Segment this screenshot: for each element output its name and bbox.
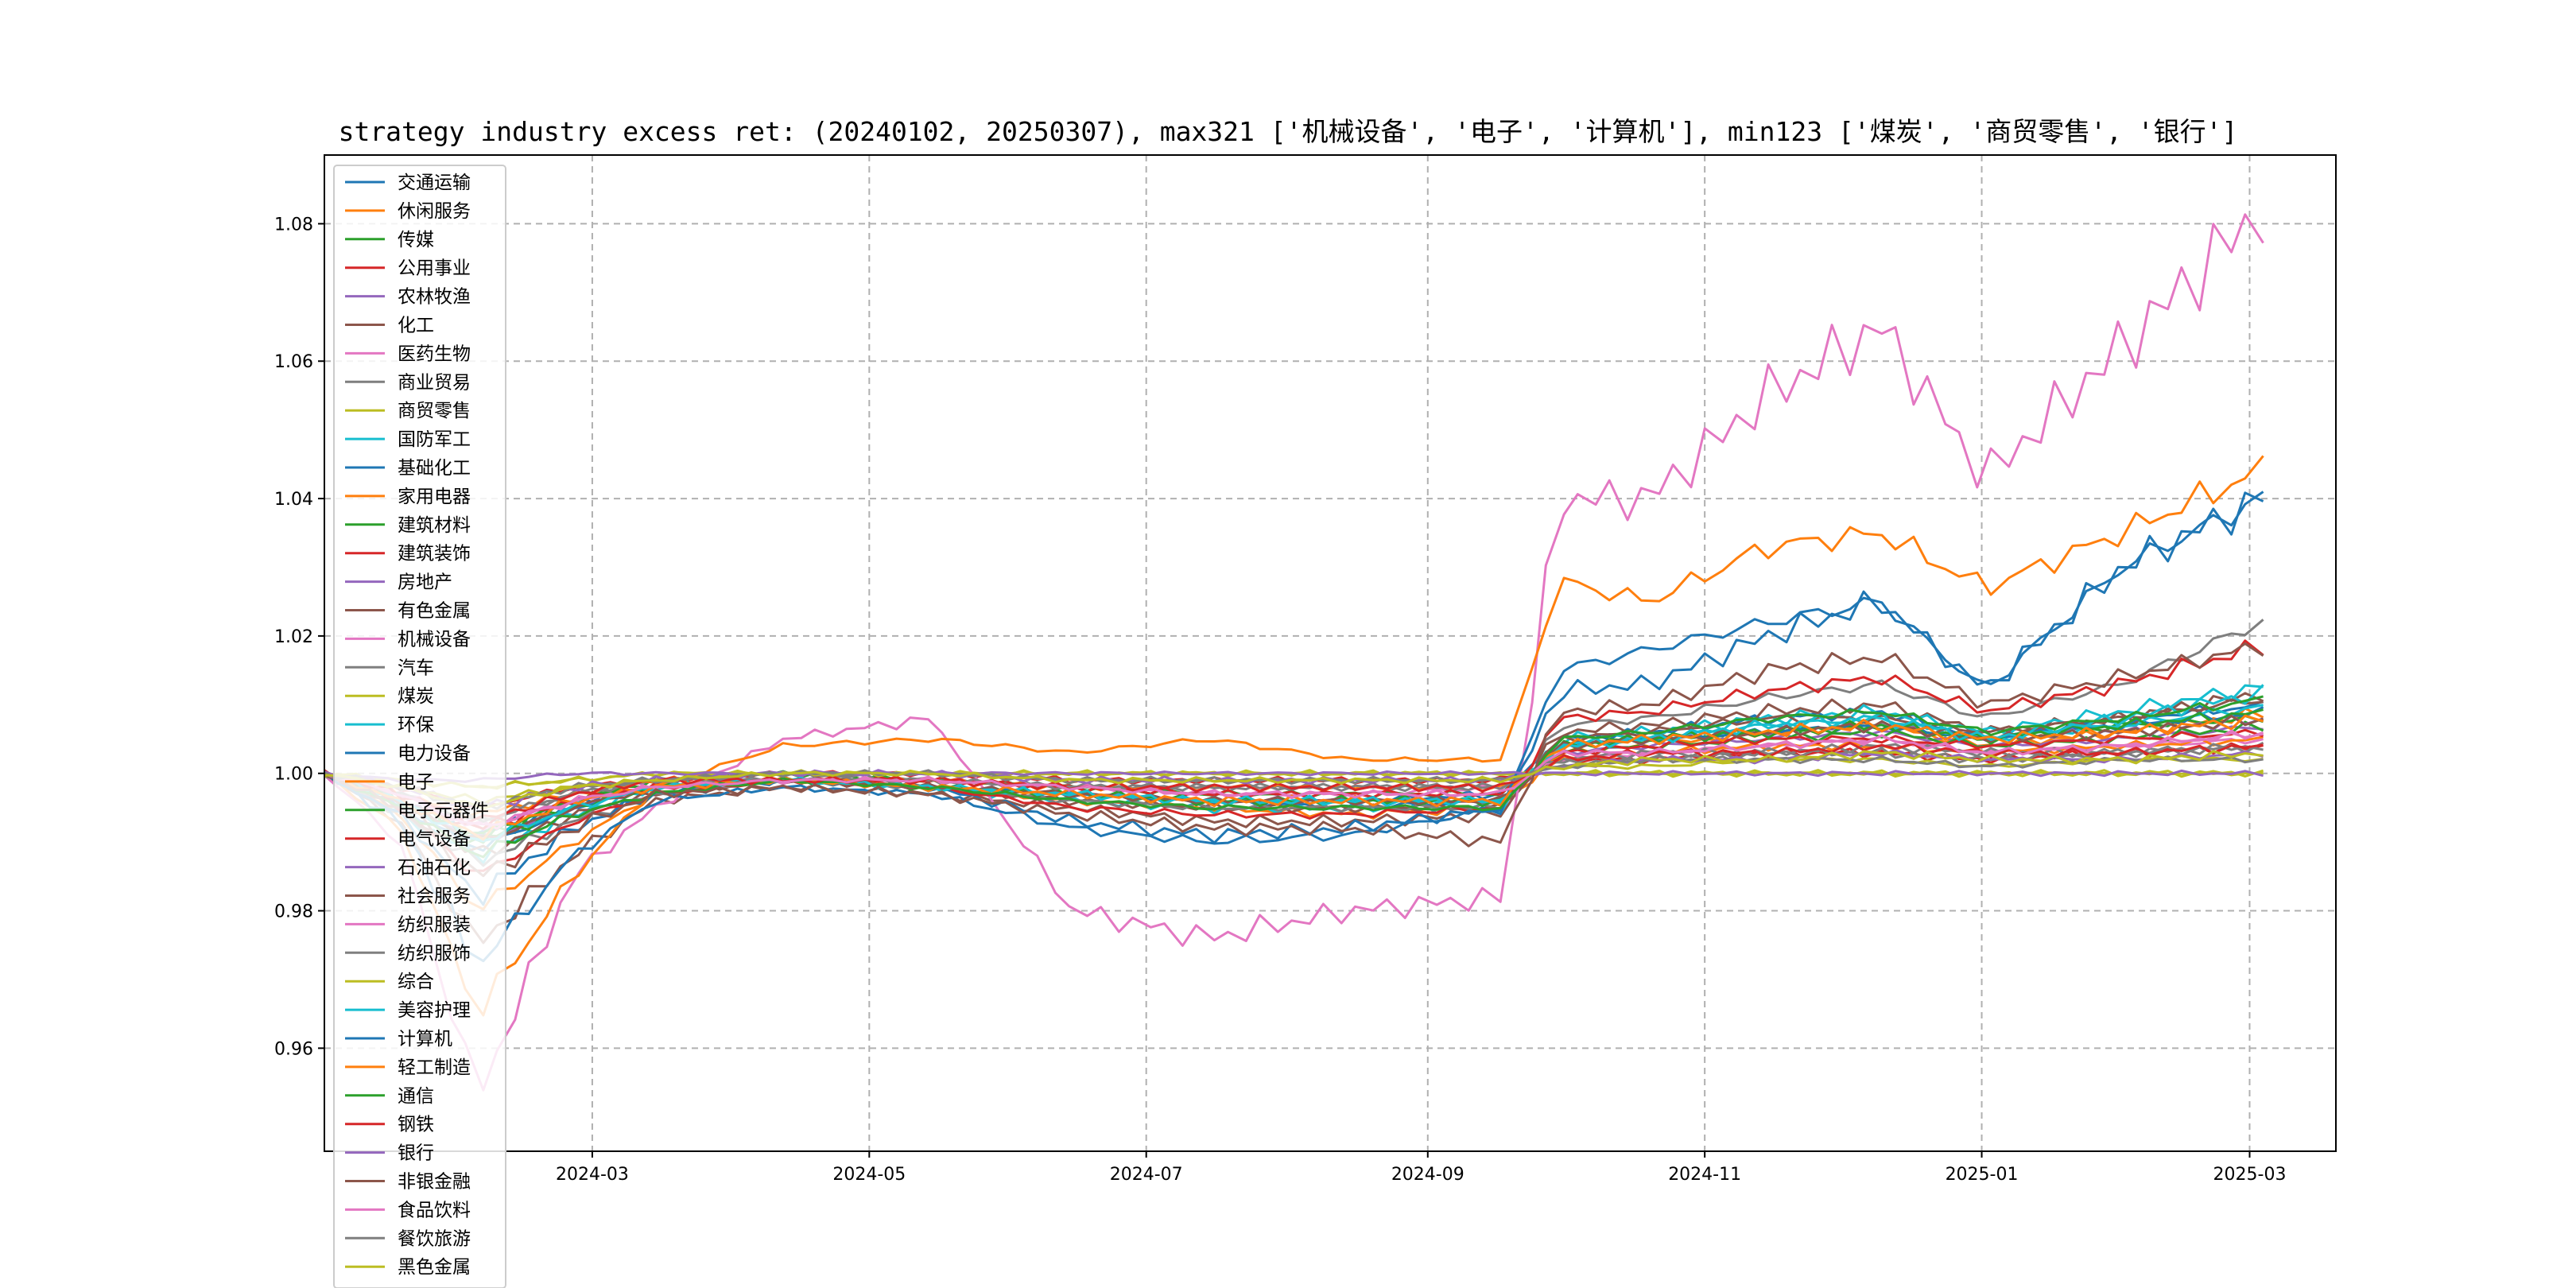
legend-label: 房地产 [398,572,452,593]
legend-label: 综合 [398,972,434,992]
legend-label: 环保 [398,715,434,735]
x-tick-label: 2024-11 [1668,1165,1741,1185]
series-line [324,642,2264,878]
legend-label: 家用电器 [398,487,471,507]
series-line [324,213,2264,1092]
series-line [324,714,2264,841]
y-tick-label: 0.96 [274,1039,313,1059]
legend-label: 石油石化 [398,858,471,879]
legend-label: 商业贸易 [398,372,471,393]
legend-label: 电力设备 [398,743,471,764]
x-tick-label: 2025-01 [1946,1165,2019,1185]
legend-label: 传媒 [398,230,434,250]
series-layer [324,213,2264,1092]
series-line [324,769,2264,784]
legend-label: 休闲服务 [398,201,471,222]
legend-label: 非银金融 [398,1172,471,1193]
y-tick-label: 1.08 [274,215,313,235]
legend-label: 机械设备 [398,629,471,650]
series-line [324,755,2264,810]
x-tick-label: 2024-09 [1391,1165,1465,1185]
legend-label: 纺织服装 [398,914,471,935]
legend-label: 商贸零售 [398,401,471,421]
legend-label: 电气设备 [398,829,471,850]
x-tick-label: 2024-05 [832,1165,906,1185]
series-line [324,692,2264,945]
series-line [324,750,2264,810]
legend-label: 黑色金属 [398,1257,471,1278]
legend-label: 煤炭 [398,686,434,707]
legend-label: 餐饮旅游 [398,1228,471,1249]
legend-label: 建筑材料 [398,515,471,536]
y-tick-label: 0.98 [274,902,313,922]
x-tick-label: 2024-03 [556,1165,629,1185]
legend-label: 食品饮料 [398,1200,471,1220]
y-tick-label: 1.04 [274,490,313,510]
legend-label: 钢铁 [398,1115,434,1135]
series-line [324,729,2264,826]
series-line [324,684,2264,842]
legend-label: 纺织服饰 [398,943,471,964]
chart-title: strategy industry excess ret: (20240102,… [339,116,2238,147]
legend-label: 建筑装饰 [398,544,471,564]
series-line [324,491,2264,963]
x-axis: 2024-03 2024-05 2024-07 2024-09 2024-11 2025-… [556,1151,2286,1185]
legend: 交通运输休闲服务传媒公用事业农林牧渔化工医药生物商业贸易商贸零售国防军工基础化工… [333,165,506,1288]
legend-label: 电子 [398,772,434,793]
y-tick-label: 1.02 [274,627,313,647]
legend-label: 国防军工 [398,429,471,450]
legend-label: 化工 [398,316,434,336]
legend-label: 有色金属 [398,601,471,622]
legend-label: 银行 [398,1143,434,1164]
y-tick-label: 1.00 [274,765,313,785]
y-axis: 0.96 0.98 1.00 1.02 1.04 1.06 1.08 [274,215,324,1059]
legend-label: 通信 [398,1086,434,1107]
legend-label: 社会服务 [398,886,471,907]
legend-label: 基础化工 [398,458,471,479]
legend-label: 美容护理 [398,1000,471,1021]
legend-label: 计算机 [398,1029,452,1049]
legend-label: 农林牧渔 [398,287,471,308]
legend-label: 汽车 [398,658,434,678]
legend-label: 交通运输 [398,173,471,193]
plot-frame [324,154,2337,1152]
legend-label: 轻工制造 [398,1057,471,1078]
x-tick-label: 2025-03 [2213,1165,2287,1185]
x-tick-label: 2024-07 [1110,1165,1183,1185]
legend-label: 公用事业 [398,258,471,279]
legend-label: 电子元器件 [398,801,489,821]
legend-label: 医药生物 [398,343,471,364]
y-tick-label: 1.06 [274,352,313,372]
legend-box [333,165,506,1288]
